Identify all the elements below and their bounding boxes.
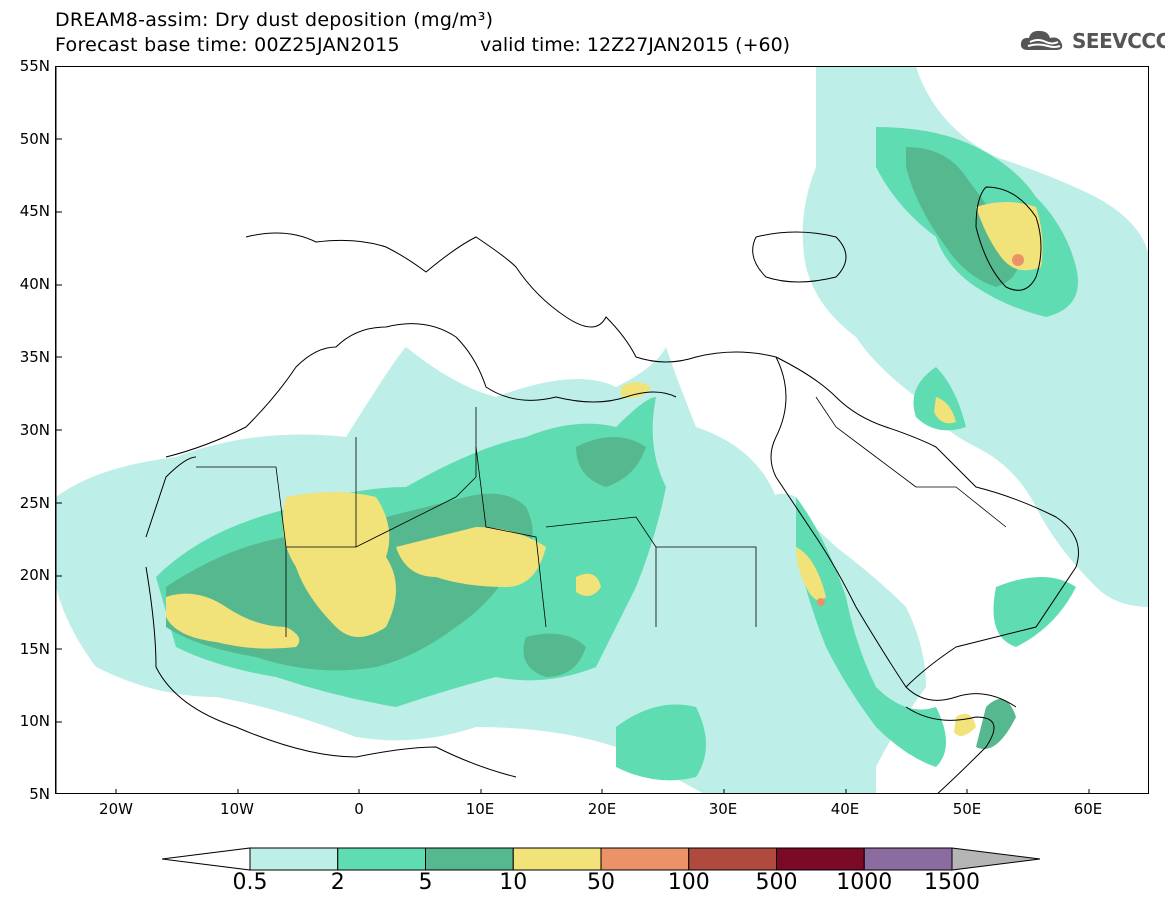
lat-label-15n: 15N (19, 640, 50, 658)
lon-label-50e: 50E (952, 800, 982, 818)
lat-label-10n: 10N (19, 712, 50, 730)
lat-label-25n: 25N (19, 494, 50, 512)
lon-label-20w: 20W (99, 800, 133, 818)
colorbar-over-arrow (951, 847, 1041, 871)
colorbar-label: 1000 (836, 870, 893, 895)
dust-band-50-100 (817, 254, 1024, 606)
valid-time: valid time: 12Z27JAN2015 (+60) (480, 34, 791, 56)
lat-label-20n: 20N (19, 566, 50, 584)
lat-label-50n: 50N (19, 130, 50, 148)
colorbar-box-6 (776, 847, 865, 871)
map-panel (55, 66, 1149, 794)
seevccc-logo: SEEVCCC (1018, 26, 1165, 56)
lon-label-40e: 40E (830, 800, 860, 818)
lat-label-40n: 40N (19, 275, 50, 293)
logo-text: SEEVCCC (1072, 29, 1165, 53)
dust-deposition-map (56, 67, 1148, 793)
colorbar-under-arrow (162, 847, 251, 871)
colorbar-box-3 (512, 847, 602, 871)
lat-label-5n: 5N (29, 785, 50, 803)
country-borders (196, 396, 1007, 637)
colorbar-label: 5 (418, 870, 433, 895)
lon-label-60e: 60E (1073, 800, 1103, 818)
colorbar-label: 0.5 (232, 870, 268, 895)
map-title: DREAM8-assim: Dry dust deposition (mg/m³… (55, 9, 494, 31)
colorbar-label: 10 (499, 870, 528, 895)
lat-label-30n: 30N (19, 421, 50, 439)
lat-label-45n: 45N (19, 202, 50, 220)
colorbar-label: 2 (330, 870, 345, 895)
colorbar-label: 50 (587, 870, 615, 895)
colorbar-box-0 (249, 847, 339, 871)
lon-label-20e: 20E (587, 800, 617, 818)
colorbar-label: 500 (755, 870, 798, 895)
colorbar-label: 1500 (924, 870, 980, 895)
dust-band-10-50 (166, 202, 1043, 736)
coastlines (56, 67, 1079, 793)
lat-label-35n: 35N (19, 348, 50, 366)
lat-label-55n: 55N (19, 57, 50, 75)
colorbar-box-1 (337, 847, 426, 871)
lon-label-10e: 10E (465, 800, 495, 818)
colorbar-label: 100 (667, 870, 710, 895)
colorbar-box-4 (600, 847, 690, 871)
colorbar-box-7 (863, 847, 953, 871)
lon-label-30e: 30E (708, 800, 738, 818)
lon-label-0: 0 (354, 800, 364, 818)
cloud-logo-icon (1020, 30, 1063, 50)
colorbar-box-2 (425, 847, 514, 871)
lon-label-10w: 10W (220, 800, 254, 818)
colorbar (162, 847, 1041, 871)
graticule-ticks (56, 138, 1090, 793)
colorbar-box-5 (688, 847, 777, 871)
forecast-base-time: Forecast base time: 00Z25JAN2015 (55, 34, 400, 56)
